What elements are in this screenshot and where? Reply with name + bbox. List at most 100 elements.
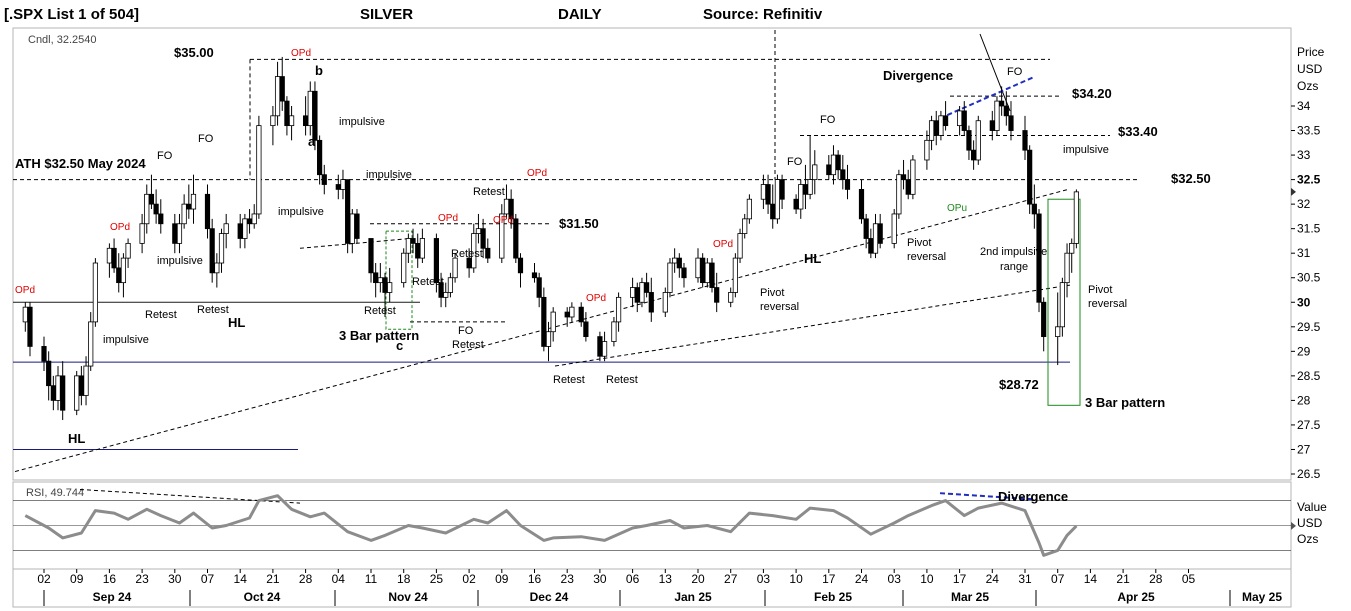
candle-body xyxy=(564,311,570,318)
candle-body xyxy=(835,154,841,171)
candle-body xyxy=(774,179,781,220)
y-tick-label: 31 xyxy=(1297,246,1311,260)
x-day-label: 03 xyxy=(888,572,902,586)
candle-body xyxy=(256,125,262,215)
candle-body xyxy=(700,257,706,284)
candle-body xyxy=(737,233,743,259)
candle-body xyxy=(78,375,84,396)
opd-5: OPd xyxy=(493,215,513,226)
x-month-label: Dec 24 xyxy=(530,590,569,604)
candle-body xyxy=(410,238,416,244)
candle-body xyxy=(223,223,229,234)
candle-body xyxy=(251,213,257,225)
x-day-label: 16 xyxy=(103,572,117,586)
candle-body xyxy=(1003,105,1009,117)
y-tick-label: 26.5 xyxy=(1297,467,1321,481)
fo-2: FO xyxy=(198,133,214,145)
candle-body xyxy=(541,296,547,347)
opd-8: OPd xyxy=(713,239,733,250)
x-day-label: 23 xyxy=(561,572,575,586)
retest-1: Retest xyxy=(145,309,177,321)
opd-4: OPd xyxy=(438,213,458,224)
candle-body xyxy=(634,287,640,303)
candle-body xyxy=(709,262,715,288)
candle-body xyxy=(312,90,318,141)
x-day-label: 31 xyxy=(1018,572,1032,586)
x-day-label: 14 xyxy=(234,572,248,586)
fo-3: FO xyxy=(458,325,474,337)
candle-body xyxy=(387,282,393,293)
candle-body xyxy=(106,247,112,264)
candle-body xyxy=(377,277,383,284)
candle-body xyxy=(279,76,285,102)
x-day-label: 21 xyxy=(1116,572,1130,586)
impulsive-6: impulsive xyxy=(1063,144,1109,156)
candle-body xyxy=(742,218,748,234)
candle-body xyxy=(900,174,907,180)
candle-body xyxy=(148,193,155,205)
candle-body xyxy=(190,193,197,210)
header-list-label: [.SPX List 1 of 504] xyxy=(4,6,139,23)
candle-body xyxy=(583,321,589,338)
pivot-1b: reversal xyxy=(760,301,799,313)
candle-body xyxy=(382,277,388,293)
candle-body xyxy=(284,100,290,127)
x-month-label: May 25 xyxy=(1242,590,1282,604)
candle-body xyxy=(120,257,127,284)
hl-2: HL xyxy=(228,315,245,330)
x-month-label: Mar 25 xyxy=(951,590,989,604)
retest-8: Retest xyxy=(553,374,585,386)
candle-body xyxy=(569,306,575,318)
candle-body xyxy=(125,242,131,259)
candle-body xyxy=(349,213,355,244)
candle-body xyxy=(246,218,253,225)
candle-body xyxy=(807,179,813,195)
candle-body xyxy=(1031,203,1037,215)
y-tick-label: 29 xyxy=(1297,344,1311,358)
price-indicator-label: Cndl, 32.2540 xyxy=(28,34,97,46)
opu-1: OPu xyxy=(947,203,967,214)
retest-9: Retest xyxy=(606,374,638,386)
candle-body xyxy=(214,262,220,274)
x-day-label: 20 xyxy=(691,572,705,586)
three-bar-box-1 xyxy=(385,230,413,330)
candle-body xyxy=(317,139,323,176)
candle-body xyxy=(615,296,622,323)
candle-body xyxy=(373,272,379,284)
candle-body xyxy=(695,257,701,279)
candle-body xyxy=(601,341,608,357)
candle-body xyxy=(186,203,192,210)
candle-body xyxy=(830,154,837,176)
pivot-2b: reversal xyxy=(907,251,946,263)
candle-body xyxy=(966,130,972,151)
impulsive-2: impulsive xyxy=(157,255,203,267)
candle-body xyxy=(41,346,47,362)
impulsive-3: impulsive xyxy=(278,206,324,218)
candle-body xyxy=(760,184,767,200)
candle-body xyxy=(27,306,33,347)
candle-body xyxy=(868,238,874,254)
candle-body xyxy=(896,174,902,215)
impulsive-1: impulsive xyxy=(103,334,149,346)
y-tick-label: 29.5 xyxy=(1297,320,1321,334)
x-day-label: 11 xyxy=(365,572,378,586)
y-tick-label: 32.5 xyxy=(1297,173,1321,187)
candle-body xyxy=(648,292,654,313)
x-day-label: 23 xyxy=(135,572,149,586)
x-day-label: 21 xyxy=(266,572,280,586)
candle-body xyxy=(443,292,449,298)
wave-b: b xyxy=(315,63,323,78)
candle-body xyxy=(770,203,776,220)
rsi-last-marker xyxy=(1291,521,1296,530)
fo-4: FO xyxy=(787,156,803,168)
candle-body xyxy=(1059,282,1065,328)
candle-body xyxy=(630,287,636,298)
x-day-label: 28 xyxy=(299,572,313,586)
candle-body xyxy=(513,218,519,259)
x-day-label: 07 xyxy=(1051,572,1065,586)
candle-body xyxy=(531,272,538,279)
x-day-label: 24 xyxy=(986,572,1000,586)
candle-body xyxy=(812,164,818,181)
label-33-40: $33.40 xyxy=(1118,124,1158,139)
